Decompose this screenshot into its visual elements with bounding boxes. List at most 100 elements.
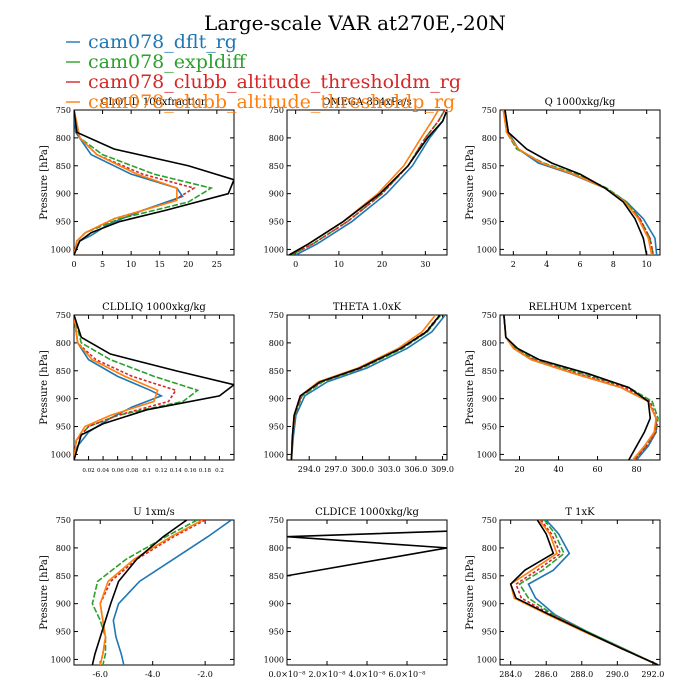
series-line-cam078_clubb_altitude_thresholdp_rg (288, 110, 440, 255)
y-tick-label: 900 (269, 395, 284, 404)
y-tick-label: 900 (56, 395, 71, 404)
series-line-cam078_expldiff (74, 110, 214, 255)
plot-frame (73, 109, 235, 256)
y-tick-label: 750 (56, 106, 71, 115)
series-line-cam078_expldiff (74, 315, 200, 460)
series-line-reference (290, 315, 441, 460)
series-line-cam078_clubb_altitude_thresholdp_rg (502, 110, 653, 255)
x-tick-label: 4.0×10⁻⁸ (348, 670, 385, 679)
series-line-cam078_clubb_altitude_thresholdp_rg (74, 110, 178, 255)
x-tick-label: 0.14 (170, 468, 183, 474)
x-tick-label: 15 (155, 260, 165, 269)
y-tick-label: 900 (482, 190, 497, 199)
x-tick-label: 297.0 (324, 465, 347, 474)
y-tick-label: 750 (482, 311, 497, 320)
y-tick-label: 1000 (264, 655, 284, 664)
legend-item: cam078_expldiff (66, 51, 247, 73)
y-tick-label: 850 (56, 367, 71, 376)
panel-2: OMEGA 864xPa/s 750 800 850 900 950 1000 0 10 20 30 (264, 97, 448, 269)
y-tick-label: 800 (56, 134, 71, 143)
figure-title: Large-scale VAR at270E,-20N (204, 11, 506, 35)
y-tick-label: 900 (56, 600, 71, 609)
x-tick-label: 0.06 (112, 468, 125, 474)
plot-frame (73, 314, 235, 461)
x-tick-label: 309.0 (431, 465, 454, 474)
y-tick-label: 850 (269, 162, 284, 171)
y-tick-label: 950 (482, 423, 497, 432)
y-axis-label: Pressure [hPa] (39, 350, 50, 425)
series-line-cam078_expldiff (91, 520, 198, 665)
x-tick-label: 0.08 (126, 468, 139, 474)
plot-frame (286, 314, 448, 461)
y-tick-label: 950 (482, 218, 497, 227)
x-tick-label: 0 (293, 260, 298, 269)
panel-5: THETA 1.0xK 750 800 850 900 950 1000 294.0 297.0… (264, 302, 454, 474)
series-group (74, 110, 234, 255)
y-axis-label: Pressure [hPa] (465, 555, 476, 630)
series-line-cam078_dflt_rg (527, 520, 659, 665)
y-tick-label: 950 (56, 423, 71, 432)
y-tick-label: 850 (56, 572, 71, 581)
x-tick-label: 303.0 (378, 465, 401, 474)
x-tick-label: 294.0 (298, 465, 321, 474)
series-group (503, 315, 659, 460)
y-tick-label: 750 (269, 311, 284, 320)
x-tick-label: 288.0 (570, 670, 593, 679)
y-tick-label: 800 (482, 544, 497, 553)
panel-title: Q 1000xkg/kg (545, 97, 616, 108)
series-line-reference (287, 530, 447, 577)
x-tick-label: 284.0 (499, 670, 522, 679)
x-tick-label: 0.2 (215, 468, 224, 474)
x-tick-label: 0.1 (142, 468, 151, 474)
x-tick-label: 8 (611, 260, 616, 269)
x-tick-label: 4 (544, 260, 549, 269)
panel-6: RELHUM 1xpercent Pressure [hPa] 750 800 850 9… (465, 302, 661, 474)
series-line-cam078_clubb_altitude_thresholdp_rg (503, 315, 657, 460)
x-tick-label: 0.16 (184, 468, 197, 474)
panel-7: U 1xm/s Pressure [hPa] 750 800 850 900 950 1000… (39, 507, 235, 679)
x-tick-label: 300.0 (351, 465, 374, 474)
series-line-cam078_expldiff (504, 110, 655, 255)
y-tick-label: 950 (269, 218, 284, 227)
x-tick-label: 290.0 (606, 670, 629, 679)
series-group (509, 520, 659, 665)
legend-label: cam078_expldiff (88, 51, 247, 73)
y-tick-label: 1000 (477, 245, 497, 254)
x-tick-label: 292.0 (641, 670, 664, 679)
y-tick-label: 900 (482, 395, 497, 404)
series-line-cam078_dflt_rg (74, 315, 164, 460)
panel-4: CLDLIQ 1000xkg/kg Pressure [hPa] 750 800 850… (39, 302, 235, 474)
y-tick-label: 750 (269, 516, 284, 525)
y-tick-label: 750 (56, 311, 71, 320)
legend-item: cam078_dflt_rg (66, 31, 237, 53)
series-line-cam078_clubb_altitude_thresholdm_rg (502, 110, 655, 255)
x-tick-label: 0.04 (97, 468, 110, 474)
y-tick-label: 750 (482, 516, 497, 525)
series-line-cam078_clubb_altitude_thresholdp_rg (99, 520, 203, 665)
y-tick-label: 800 (56, 339, 71, 348)
series-group (91, 520, 232, 665)
series-line-cam078_dflt_rg (112, 520, 232, 665)
panel-title: OMEGA 864xPa/s (322, 97, 412, 108)
x-tick-label: 20 (183, 260, 193, 269)
y-tick-label: 850 (56, 162, 71, 171)
plot-frame (499, 519, 661, 666)
series-line-cam078_expldiff (518, 520, 659, 665)
panel-title: CLDICE 1000xkg/kg (315, 507, 419, 518)
y-tick-label: 1000 (477, 655, 497, 664)
series-group (288, 110, 447, 255)
series-line-cam078_dflt_rg (504, 110, 658, 255)
panel-title: RELHUM 1xpercent (528, 302, 631, 313)
plot-frame (499, 314, 661, 461)
x-tick-label: -4.0 (145, 670, 160, 679)
series-line-cam078_expldiff (290, 110, 446, 255)
y-tick-label: 1000 (51, 450, 71, 459)
y-tick-label: 950 (56, 628, 71, 637)
y-tick-label: 1000 (51, 655, 71, 664)
x-tick-label: 60 (592, 465, 602, 474)
x-tick-label: 306.0 (404, 465, 427, 474)
y-tick-label: 850 (482, 367, 497, 376)
